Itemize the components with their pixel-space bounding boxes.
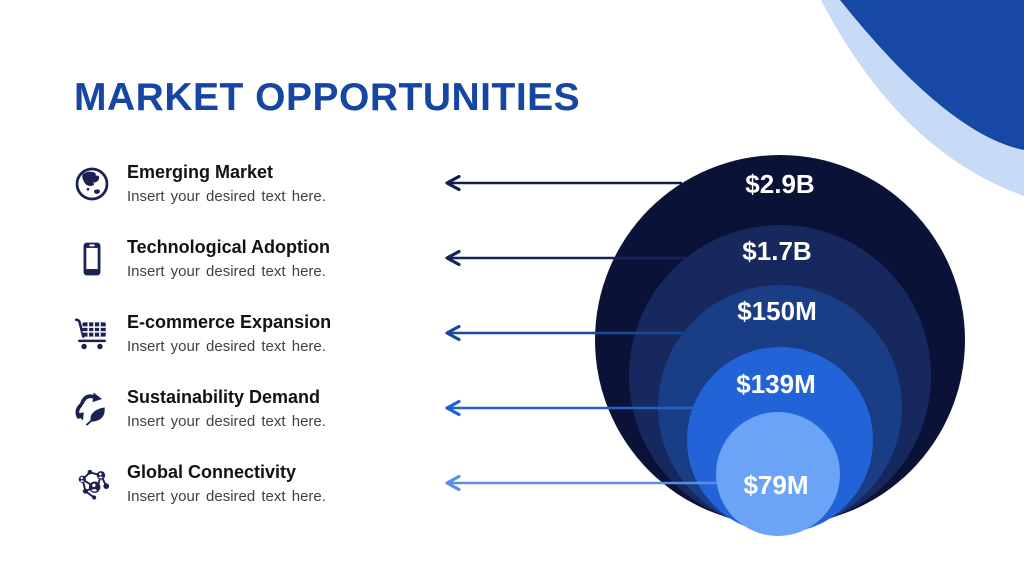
- circle-value-label: $79M: [743, 470, 808, 500]
- arrow-sustainability-demand: [445, 399, 693, 417]
- list-item-title: Emerging Market: [127, 161, 274, 182]
- arrow-emerging-market: [445, 174, 682, 192]
- list-item-title: Global Connectivity: [127, 461, 297, 482]
- list-item-technological-adoption: Technological Adoption Insert your desir…: [73, 221, 413, 296]
- arrow-ecommerce-expansion: [445, 324, 683, 342]
- list-item-emerging-market: Emerging Market Insert your desired text…: [73, 146, 413, 221]
- arrow-left-icon: [445, 399, 461, 417]
- cart-icon: [73, 315, 111, 353]
- circle-value-label: $150M: [737, 296, 817, 326]
- arrow-left-icon: [445, 474, 461, 492]
- list-item-text: Technological Adoption Insert your desir…: [127, 236, 330, 282]
- arrow-global-connectivity: [445, 474, 717, 492]
- list-item-description: Insert your desired text here.: [127, 262, 326, 280]
- list-item-description: Insert your desired text here.: [127, 487, 326, 505]
- list-item-description: Insert your desired text here.: [127, 187, 326, 205]
- list-item-title: E-commerce Expansion: [127, 311, 332, 332]
- list-item-description: Insert your desired text here.: [127, 337, 326, 355]
- list-item-title: Technological Adoption: [127, 236, 330, 257]
- arrow-left-icon: [445, 324, 461, 342]
- circle-global-connectivity: [716, 412, 840, 536]
- list-item-text: E-commerce Expansion Insert your desired…: [127, 311, 331, 357]
- circle-value-label: $1.7B: [742, 236, 811, 266]
- list-item-text: Emerging Market Insert your desired text…: [127, 161, 326, 207]
- arrow-technological-adoption: [445, 249, 686, 267]
- arrow-left-icon: [445, 174, 461, 192]
- arrow-left-icon: [445, 249, 461, 267]
- smartphone-icon: [73, 240, 111, 278]
- list-item-ecommerce-expansion: E-commerce Expansion Insert your desired…: [73, 296, 413, 371]
- list-item-text: Sustainability Demand Insert your desire…: [127, 386, 326, 432]
- list-item-description: Insert your desired text here.: [127, 412, 326, 430]
- circle-value-label: $139M: [736, 369, 816, 399]
- circle-value-label: $2.9B: [745, 169, 814, 199]
- list-item-text: Global Connectivity Insert your desired …: [127, 461, 326, 507]
- globe-icon: [73, 165, 111, 203]
- list-item-global-connectivity: Global Connectivity Insert your desired …: [73, 446, 413, 521]
- list-item-sustainability-demand: Sustainability Demand Insert your desire…: [73, 371, 413, 446]
- opportunity-list: Emerging Market Insert your desired text…: [73, 146, 413, 521]
- recycle-icon: [73, 390, 111, 428]
- network-icon: [73, 465, 111, 503]
- list-item-title: Sustainability Demand: [127, 386, 321, 407]
- page-title: MARKET OPPORTUNITIES: [74, 76, 581, 119]
